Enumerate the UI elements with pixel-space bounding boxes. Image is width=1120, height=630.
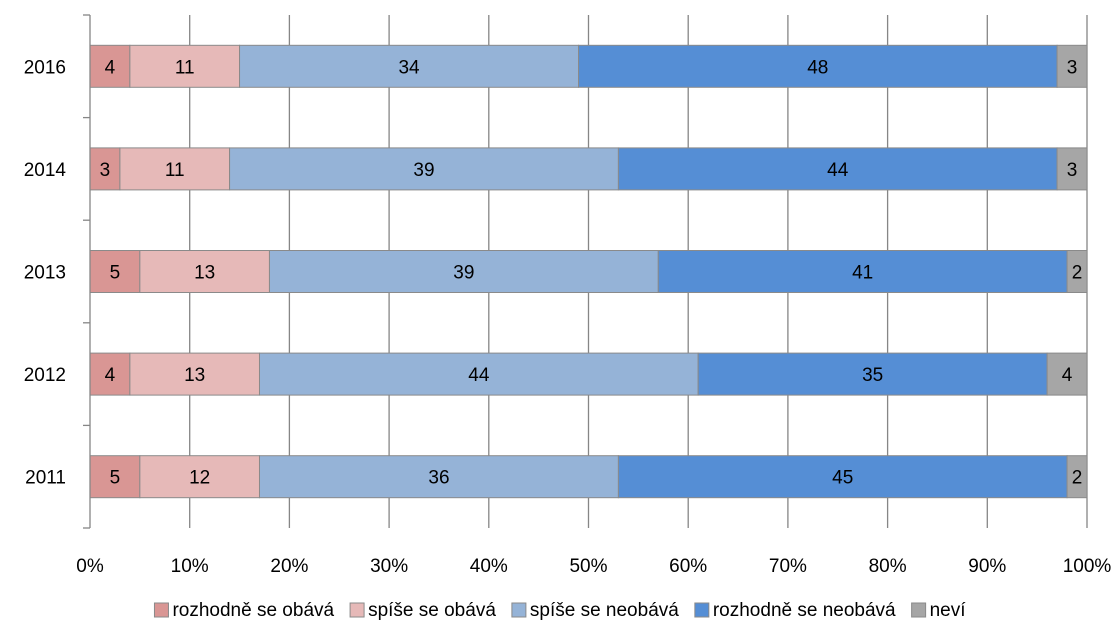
bar-segment [578, 44, 1058, 88]
x-tick-label: 60% [669, 556, 707, 577]
legend-swatch [349, 602, 365, 618]
data-label: 34 [398, 57, 420, 78]
x-tick-label: 50% [569, 556, 607, 577]
y-tick-label: 2014 [24, 160, 67, 181]
legend: rozhodně se obává spíše se obává spíše se … [153, 600, 967, 621]
bar-segment [89, 455, 141, 499]
data-label: 41 [852, 263, 873, 284]
x-tick-label: 10% [171, 556, 209, 577]
legend-label: neví [930, 600, 967, 621]
legend-swatch [153, 602, 169, 618]
x-tick-label: 70% [769, 556, 807, 577]
bar-segment [139, 455, 260, 499]
data-label: 44 [827, 160, 849, 181]
data-label: 4 [1062, 365, 1073, 386]
data-label: 12 [189, 468, 210, 489]
y-tick-label: 2012 [24, 365, 66, 386]
legend-swatch [694, 602, 710, 618]
bar-segment [1066, 250, 1088, 293]
data-label: 39 [413, 160, 434, 181]
data-label: 45 [832, 468, 853, 489]
data-label: 39 [453, 263, 474, 284]
data-label: 3 [100, 160, 111, 181]
bar-segment [139, 250, 270, 293]
data-label: 4 [105, 57, 116, 78]
bar-segment [1046, 352, 1088, 396]
data-label: 3 [1067, 160, 1078, 181]
y-tick-label: 2013 [24, 263, 66, 284]
bar-segment [1056, 147, 1088, 191]
data-label: 3 [1067, 57, 1078, 78]
bar-segment [229, 147, 619, 191]
x-tick-label: 40% [470, 556, 508, 577]
y-tick-label: 2011 [25, 468, 66, 489]
x-tick-label: 80% [869, 556, 907, 577]
legend-swatch [911, 602, 927, 618]
bar-segment [119, 147, 231, 191]
x-axis-labels: 0% 10% 20% 30% 40% 50% 60% 70% 80% 90% 100% [76, 556, 1111, 577]
bar-segment [129, 352, 260, 396]
data-label: 44 [468, 365, 490, 386]
data-label: 13 [194, 263, 215, 284]
legend-label: spíše se neobává [530, 600, 679, 621]
bar-segment [697, 352, 1048, 396]
x-tick-label: 30% [370, 556, 408, 577]
bar-segment [89, 352, 131, 396]
bar-segment [617, 147, 1058, 191]
x-tick-label: 20% [270, 556, 308, 577]
data-label: 35 [862, 365, 883, 386]
legend-label: rozhodně se neobává [713, 600, 896, 621]
legend-label: spíše se obává [368, 600, 496, 621]
data-label: 36 [428, 468, 449, 489]
bar-segment [268, 250, 659, 293]
bars: 4 11 34 48 33 11 39 44 35 13 39 41 24 13 44 35 45 12 36 45 2 [89, 44, 1088, 499]
data-label: 11 [175, 57, 195, 78]
x-tick-label: 0% [76, 556, 104, 577]
x-tick-label: 90% [968, 556, 1006, 577]
legend-label: rozhodně se obává [172, 600, 334, 621]
data-label: 5 [110, 468, 121, 489]
y-axis-labels: 2016 2014 2013 2012 2011 [24, 57, 67, 488]
data-label: 4 [105, 365, 116, 386]
data-label: 2 [1072, 263, 1083, 284]
data-label: 13 [184, 365, 205, 386]
axes [83, 14, 91, 529]
bar-segment [239, 44, 580, 88]
bar-segment [258, 352, 699, 396]
data-label: 5 [110, 263, 121, 284]
x-tick-label: 100% [1063, 556, 1112, 577]
bar-segment [1066, 455, 1088, 499]
bar-segment [617, 455, 1068, 499]
data-label: 48 [807, 57, 828, 78]
legend-swatch [511, 602, 527, 618]
data-label: 11 [165, 160, 185, 181]
y-tick-label: 2016 [24, 57, 66, 78]
bar-segment [657, 250, 1068, 293]
bar-segment [258, 455, 619, 499]
bar-segment [1056, 44, 1088, 88]
data-label: 2 [1072, 468, 1083, 489]
